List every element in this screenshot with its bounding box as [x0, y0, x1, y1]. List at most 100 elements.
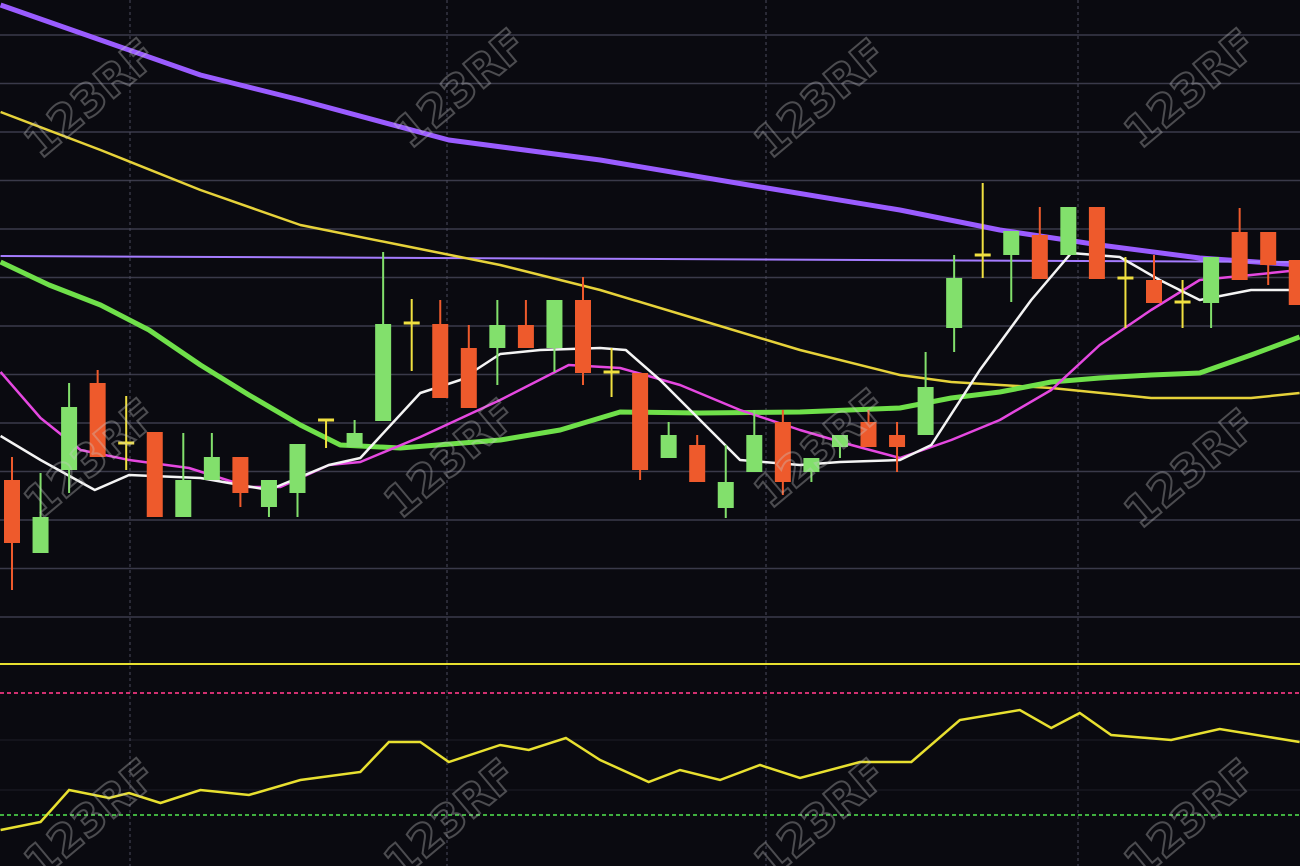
candle-body: [1003, 231, 1020, 255]
candle-body: [1031, 235, 1048, 279]
candle: [1031, 207, 1048, 279]
candle: [146, 432, 163, 517]
candle-body: [232, 457, 249, 493]
candle-body: [575, 300, 591, 373]
candle: [1231, 208, 1248, 280]
candle-body: [460, 348, 477, 408]
indicator-levels: [0, 663, 1300, 816]
candle-body: [260, 480, 277, 507]
candle: [974, 183, 991, 278]
candle: [232, 457, 249, 507]
oscillator-line: [0, 708, 1300, 832]
oscillator-panel: [0, 708, 1300, 832]
candle: [746, 410, 763, 472]
candle-body: [203, 457, 220, 480]
candle-body: [717, 482, 734, 508]
candle: [289, 444, 306, 517]
candle: [889, 422, 906, 472]
candle-body: [1260, 232, 1277, 265]
candle-body: [889, 435, 906, 447]
candle: [203, 433, 220, 480]
candle: [403, 299, 420, 371]
candle-body: [660, 435, 677, 458]
moving-average-line: [0, 268, 1300, 489]
candle-body: [1203, 257, 1220, 303]
moving-averages: [0, 2, 1300, 492]
candle-body: [61, 407, 78, 470]
candle-body: [32, 517, 49, 553]
candle-body: [375, 324, 392, 421]
moving-average-line: [0, 110, 1300, 400]
candle: [803, 458, 820, 482]
candle: [1003, 231, 1020, 302]
candle-body: [746, 435, 763, 472]
candle-body: [831, 435, 848, 447]
candle: [917, 352, 934, 435]
moving-average-line: [0, 259, 1300, 451]
candle: [1060, 207, 1077, 255]
candle: [632, 373, 649, 480]
candle: [1174, 280, 1191, 328]
candle: [831, 435, 848, 458]
candle: [318, 418, 335, 448]
candle: [346, 420, 363, 447]
candle: [489, 300, 506, 385]
candle-body: [146, 432, 163, 517]
watermark-123rf: 123RF: [15, 749, 167, 866]
candle-body: [517, 325, 534, 348]
candle: [689, 435, 706, 482]
candle: [1203, 257, 1220, 328]
candle-body: [289, 444, 306, 493]
candle-body: [1231, 232, 1248, 280]
candle-body: [632, 373, 649, 470]
candle-body: [432, 324, 449, 398]
candle-body: [774, 422, 791, 482]
candle: [660, 422, 677, 458]
watermark-123rf: 123RF: [1115, 749, 1267, 866]
candle-body: [917, 387, 934, 435]
watermark-123rf: 123RF: [1115, 19, 1267, 158]
watermark-123rf: 123RF: [375, 389, 527, 528]
candles: [4, 183, 1300, 590]
candle-body: [1060, 207, 1077, 255]
candle-body: [1146, 280, 1162, 303]
candle: [946, 255, 963, 352]
moving-average-line: [0, 2, 1300, 268]
candle: [32, 473, 49, 553]
candle: [4, 457, 20, 590]
watermark-123rf: 123RF: [15, 29, 167, 168]
candle: [375, 252, 392, 421]
watermark-123rf: 123RF: [745, 29, 897, 168]
candle-body: [803, 458, 820, 472]
candle-body: [89, 383, 106, 457]
candle: [1260, 232, 1277, 285]
candle: [260, 480, 277, 517]
candle: [1288, 260, 1300, 305]
candle: [89, 370, 106, 457]
candle-body: [1288, 260, 1300, 305]
candle-body: [860, 422, 877, 447]
watermark-123rf: 123RF: [1115, 399, 1267, 538]
candle-body: [546, 300, 563, 348]
candle: [460, 325, 477, 408]
watermark-123rf: 123RF: [745, 379, 897, 518]
candle-body: [1088, 207, 1105, 279]
candle: [118, 396, 135, 470]
candle: [717, 445, 734, 518]
moving-average-line: [0, 251, 1300, 492]
candle-body: [4, 480, 20, 543]
watermark-123rf: 123RF: [385, 19, 537, 158]
candle: [517, 300, 534, 348]
watermark-123rf: 123RF: [375, 749, 527, 866]
candle: [175, 433, 192, 517]
candle-body: [946, 278, 963, 328]
moving-average-line: [0, 255, 1300, 263]
candle: [774, 410, 791, 495]
candle: [1088, 207, 1105, 279]
candle: [603, 348, 620, 397]
candle-body: [489, 325, 506, 348]
candle: [432, 300, 449, 398]
